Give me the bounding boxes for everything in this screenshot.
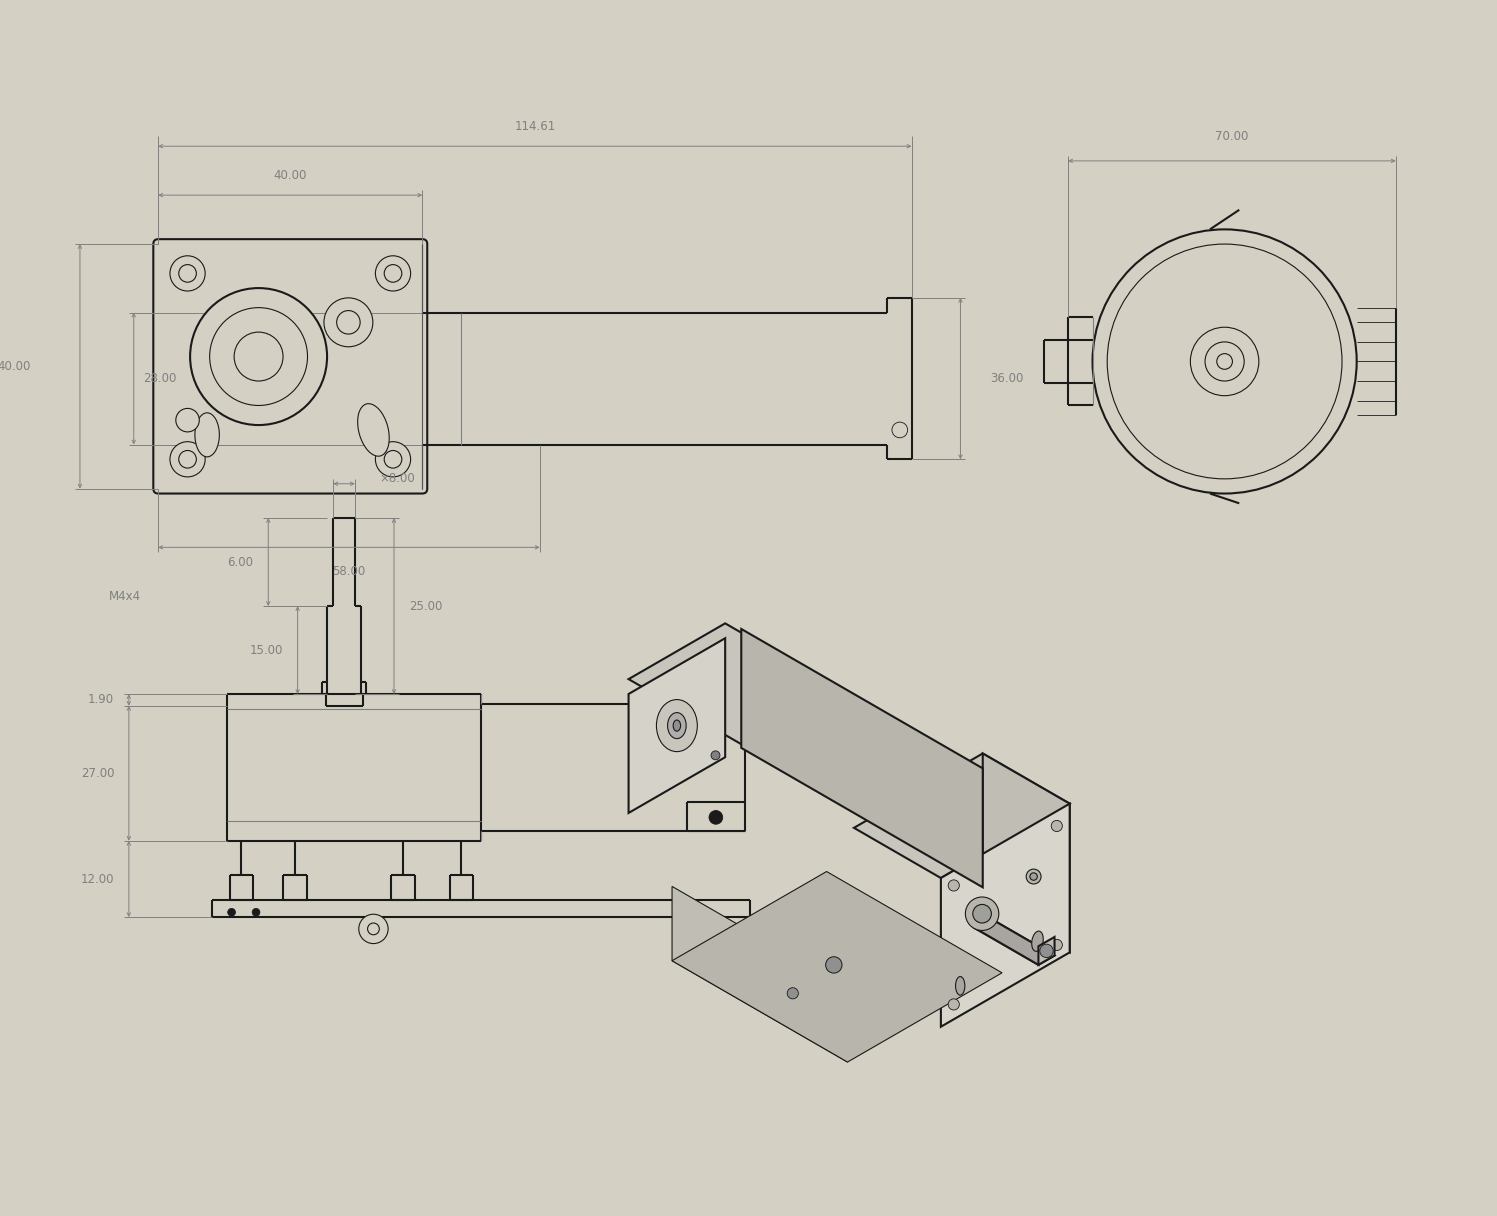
Circle shape	[1025, 869, 1040, 884]
Text: 40.00: 40.00	[0, 360, 31, 373]
Ellipse shape	[195, 412, 220, 457]
Circle shape	[1093, 230, 1356, 494]
Circle shape	[948, 880, 960, 891]
Ellipse shape	[674, 720, 681, 731]
Circle shape	[1205, 342, 1244, 381]
Circle shape	[1040, 944, 1054, 957]
Polygon shape	[975, 918, 1054, 964]
Ellipse shape	[358, 404, 389, 456]
Circle shape	[1051, 940, 1063, 951]
Polygon shape	[853, 754, 1070, 878]
Text: 27.00: 27.00	[81, 767, 114, 779]
Polygon shape	[629, 624, 967, 818]
Circle shape	[1051, 821, 1063, 832]
Ellipse shape	[1031, 931, 1043, 951]
Text: 58.00: 58.00	[332, 565, 365, 579]
Text: 25.00: 25.00	[409, 599, 442, 613]
Circle shape	[787, 987, 798, 998]
Ellipse shape	[955, 976, 966, 995]
Circle shape	[178, 265, 196, 282]
Circle shape	[323, 298, 373, 347]
Text: 40.00: 40.00	[274, 169, 307, 182]
Polygon shape	[1039, 938, 1054, 964]
Text: 36.00: 36.00	[990, 372, 1022, 385]
Circle shape	[948, 998, 960, 1010]
Circle shape	[711, 750, 720, 760]
Circle shape	[376, 255, 410, 291]
Text: 70.00: 70.00	[1216, 130, 1248, 143]
Ellipse shape	[668, 713, 686, 738]
Circle shape	[228, 908, 235, 916]
Circle shape	[171, 255, 205, 291]
Circle shape	[892, 422, 907, 438]
Ellipse shape	[656, 699, 698, 751]
FancyBboxPatch shape	[153, 240, 427, 494]
Circle shape	[1108, 244, 1341, 479]
Polygon shape	[942, 804, 1070, 1026]
Circle shape	[385, 450, 401, 468]
Polygon shape	[672, 886, 847, 1062]
Circle shape	[337, 310, 361, 334]
Circle shape	[966, 897, 998, 930]
Text: M4x4: M4x4	[109, 590, 141, 603]
Text: 6.00: 6.00	[228, 556, 253, 569]
Circle shape	[234, 332, 283, 381]
Text: 12.00: 12.00	[81, 873, 114, 885]
Circle shape	[826, 957, 841, 973]
Circle shape	[178, 450, 196, 468]
Text: ×8.00: ×8.00	[379, 472, 415, 485]
Polygon shape	[741, 629, 982, 888]
Circle shape	[171, 441, 205, 477]
Circle shape	[1217, 354, 1232, 370]
Polygon shape	[982, 754, 1070, 952]
Polygon shape	[629, 638, 725, 814]
Text: 1.90: 1.90	[88, 693, 114, 706]
Polygon shape	[672, 872, 1001, 1062]
Circle shape	[385, 265, 401, 282]
Circle shape	[190, 288, 326, 426]
Circle shape	[251, 908, 260, 916]
Text: 28.00: 28.00	[144, 372, 177, 385]
Text: 15.00: 15.00	[250, 643, 283, 657]
Circle shape	[1030, 873, 1037, 880]
Circle shape	[973, 905, 991, 923]
Circle shape	[376, 441, 410, 477]
Circle shape	[210, 308, 307, 405]
Circle shape	[1190, 327, 1259, 395]
Circle shape	[359, 914, 388, 944]
Circle shape	[710, 811, 723, 824]
Circle shape	[368, 923, 379, 935]
Text: 114.61: 114.61	[515, 120, 555, 133]
Circle shape	[175, 409, 199, 432]
Polygon shape	[975, 910, 1039, 964]
